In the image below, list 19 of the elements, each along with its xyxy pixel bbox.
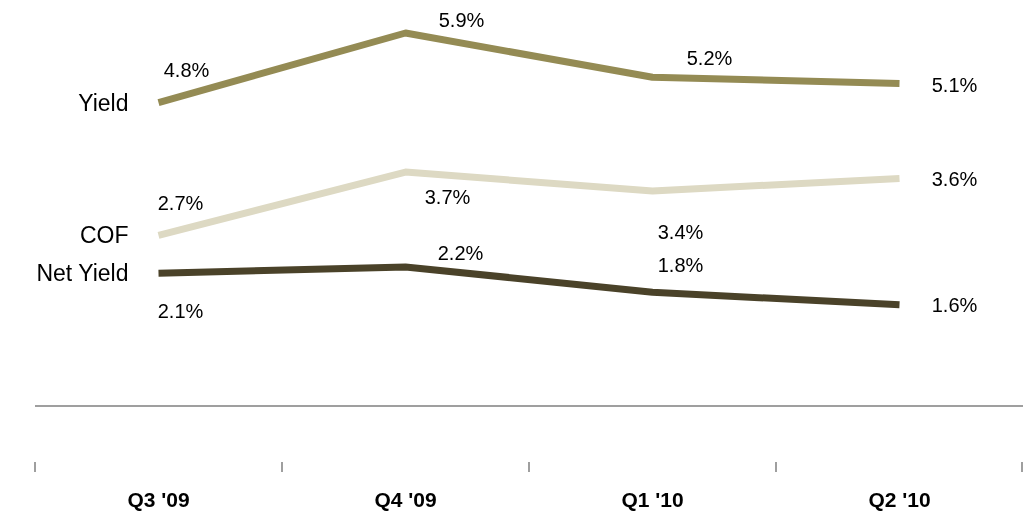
x-tick-label: Q1 '10: [621, 488, 684, 511]
data-label: 5.9%: [438, 9, 485, 32]
data-label: 2.7%: [157, 191, 204, 214]
x-tick-label: Q3 '09: [127, 488, 190, 511]
x-tick-label: Q2 '10: [868, 488, 931, 511]
series-label: Yield: [78, 89, 129, 116]
data-label: 2.2%: [437, 242, 484, 265]
series-label: Net Yield: [36, 260, 129, 287]
data-label: 4.8%: [163, 58, 210, 81]
data-label: 1.8%: [657, 254, 704, 277]
data-label: 3.6%: [931, 167, 978, 190]
x-tick-label: Q4 '09: [374, 488, 437, 511]
data-label: 2.1%: [157, 299, 204, 322]
data-label: 5.2%: [686, 46, 733, 69]
data-label: 1.6%: [931, 294, 978, 317]
data-label: 3.7%: [424, 186, 471, 209]
data-label: 5.1%: [931, 73, 978, 96]
data-label: 3.4%: [657, 221, 704, 244]
series-label: COF: [79, 222, 129, 249]
